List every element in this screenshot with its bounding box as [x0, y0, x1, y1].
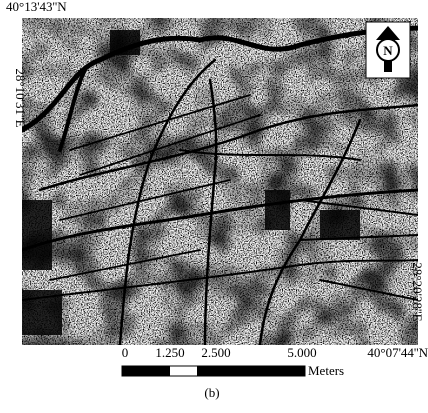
coordinate-label: 28°10'31''E: [13, 68, 28, 127]
north-label: N: [383, 43, 393, 58]
satellite-image: [22, 18, 418, 345]
scale-bar: 0 1.250 2.500 5.000 Meters: [122, 345, 344, 378]
coordinate-label: 40°13'43''N: [6, 0, 67, 14]
north-arrow: N: [366, 22, 410, 78]
map-figure: N 40°13'43''N 28°10'31''E 28°20'28''E 40…: [0, 0, 428, 413]
caption: (b): [204, 385, 219, 400]
coordinate-label: 28°20'28''E: [410, 262, 425, 321]
scale-label: 0: [122, 345, 129, 360]
scale-unit: Meters: [308, 363, 344, 378]
scale-label: 5.000: [287, 345, 316, 360]
scale-label: 1.250: [155, 345, 184, 360]
scale-label: 2.500: [201, 345, 230, 360]
coordinate-label: 40°07'44''N: [367, 345, 428, 360]
